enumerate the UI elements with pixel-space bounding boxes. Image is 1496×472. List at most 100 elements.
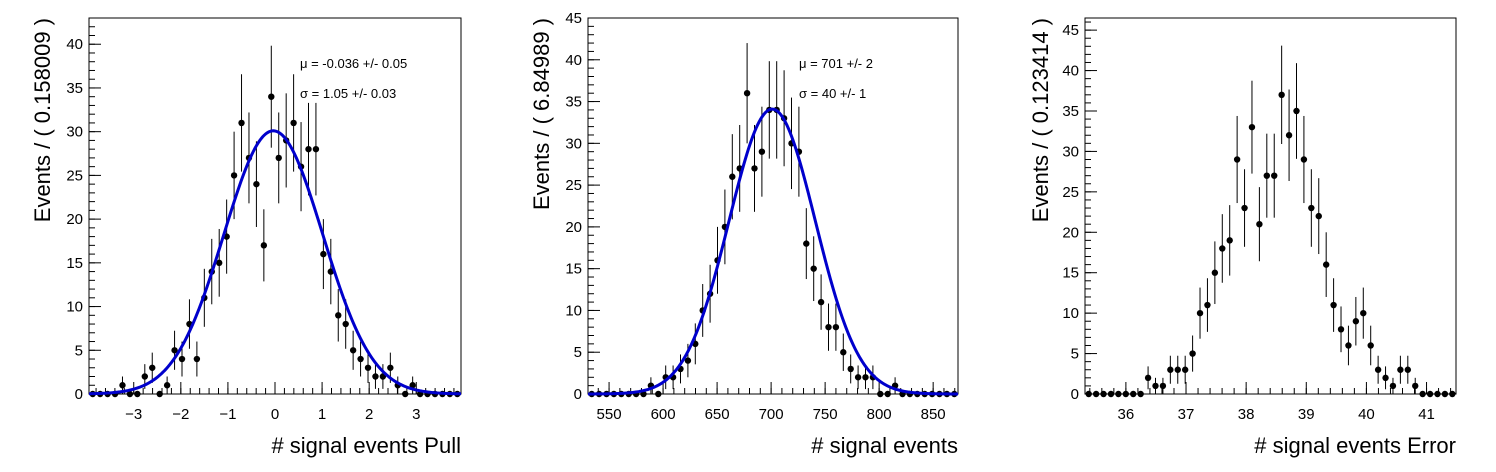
data-point <box>1419 390 1426 398</box>
data-point <box>847 365 854 373</box>
y-tick-label: 25 <box>1062 184 1079 201</box>
x-tick-label: 850 <box>921 406 946 423</box>
y-tick-label: 45 <box>1062 22 1079 39</box>
data-point <box>372 373 379 380</box>
x-tick-label: 800 <box>867 406 892 423</box>
data-point <box>357 355 364 363</box>
data-point <box>1137 390 1144 398</box>
x-tick-label: 700 <box>759 406 784 423</box>
data-point <box>1308 204 1315 212</box>
data-point <box>1352 318 1360 325</box>
data-point <box>1233 156 1241 163</box>
y-tick-label: 30 <box>66 124 83 141</box>
data-point <box>409 382 416 389</box>
x-tick-label: 650 <box>705 406 730 423</box>
data-point <box>1434 390 1441 398</box>
fit-mean-annotation: μ = 701 +/- 2 <box>799 56 873 71</box>
y-tick-label: 10 <box>1062 305 1079 322</box>
data-point <box>126 390 134 398</box>
data-point <box>1449 390 1456 398</box>
x-tick-label: −1 <box>219 406 236 423</box>
data-point <box>260 242 268 249</box>
x-axis-title: # signal events Pull <box>271 433 461 458</box>
y-tick-label: 0 <box>75 386 83 403</box>
y-tick-label: 5 <box>75 342 83 359</box>
data-point <box>1367 342 1374 349</box>
gaussian-fit-line <box>88 129 462 396</box>
x-tick-label: 0 <box>271 406 279 423</box>
y-tick-label: 15 <box>1062 265 1079 282</box>
y-tick-label: 20 <box>565 219 582 236</box>
data-point <box>1412 382 1419 390</box>
fit-sigma-annotation: σ = 40 +/- 1 <box>799 86 866 101</box>
data-point <box>1189 350 1196 357</box>
y-tick-label: 25 <box>66 167 83 184</box>
data-point <box>1226 237 1233 244</box>
plot-frame <box>587 17 959 395</box>
data-point <box>1248 123 1256 131</box>
y-axis-title: Events / ( 6.84989 ) <box>529 18 554 210</box>
x-tick-label: 36 <box>1118 406 1135 423</box>
data-point <box>1122 390 1130 398</box>
data-point <box>1271 172 1278 179</box>
y-tick-label: 40 <box>1062 63 1079 80</box>
data-point <box>230 172 238 179</box>
data-point <box>1263 172 1271 179</box>
data-point <box>1330 301 1337 309</box>
data-point <box>1219 245 1226 252</box>
data-point <box>134 390 141 398</box>
data-point <box>1092 390 1100 398</box>
x-tick-label: 750 <box>813 406 838 423</box>
data-point <box>884 390 891 398</box>
y-tick-label: 10 <box>565 302 582 319</box>
data-point <box>862 374 869 381</box>
data-point <box>335 312 342 319</box>
x-tick-label: 37 <box>1178 406 1195 423</box>
data-point <box>1322 261 1330 268</box>
data-point <box>178 355 186 363</box>
data-point <box>1382 374 1389 382</box>
chart-panel-2: 0 5 10 15 20 25 30 35 40 45 550 600 650 700 750 800 850 #… <box>529 10 959 458</box>
data-point <box>1441 390 1449 398</box>
y-tick-label: 30 <box>1062 143 1079 160</box>
data-point <box>171 347 178 354</box>
x-tick-label: −3 <box>125 406 142 423</box>
data-point <box>216 259 223 267</box>
y-tick-label: 40 <box>66 36 83 53</box>
data-point <box>387 364 394 371</box>
data-point <box>1211 269 1219 276</box>
data-point <box>268 93 275 100</box>
x-tick-label: 3 <box>412 406 420 423</box>
data-point <box>1107 390 1115 398</box>
fit-mean-annotation: μ = -0.036 +/- 0.05 <box>300 56 407 71</box>
data-point <box>1404 366 1412 373</box>
data-point <box>1397 366 1404 373</box>
data-point <box>877 390 884 398</box>
data-point <box>349 347 357 354</box>
y-axis-title: Events / ( 0.158009 ) <box>30 18 55 222</box>
data-point <box>193 355 201 363</box>
x-axis-title: # signal events Error <box>1254 433 1456 458</box>
data-point <box>1315 212 1322 220</box>
data-point <box>803 240 810 247</box>
y-tick-label: 40 <box>565 52 582 69</box>
x-tick-label: 40 <box>1358 406 1375 423</box>
y-tick-label: 45 <box>565 10 582 27</box>
x-tick-label: 41 <box>1418 406 1435 423</box>
data-point <box>817 298 825 306</box>
data-point <box>854 374 862 381</box>
data-point <box>1374 366 1382 373</box>
y-tick-label: 35 <box>1062 103 1079 120</box>
y-tick-label: 5 <box>574 344 582 361</box>
data-point <box>1293 107 1300 115</box>
data-point <box>1426 390 1434 398</box>
data-point <box>156 390 163 398</box>
data-point <box>810 265 817 272</box>
data-point <box>1085 390 1092 398</box>
data-point <box>1115 390 1122 398</box>
y-tick-label: 0 <box>1071 386 1079 403</box>
data-point <box>1204 301 1211 309</box>
y-tick-label: 10 <box>66 299 83 316</box>
data-point <box>1174 366 1181 373</box>
